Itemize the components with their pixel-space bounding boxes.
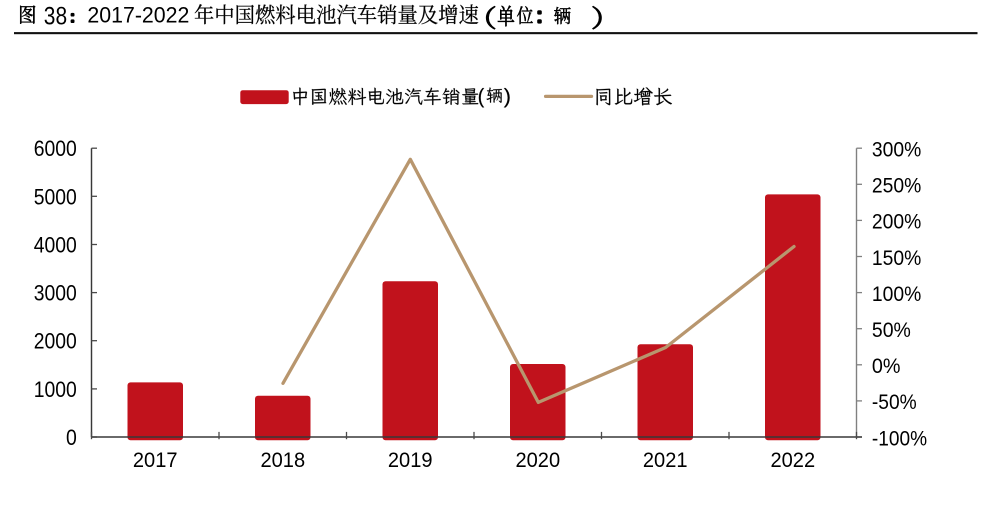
svg-text:2000: 2000 bbox=[34, 329, 77, 354]
svg-text:2021: 2021 bbox=[643, 447, 688, 472]
svg-text:250%: 250% bbox=[872, 173, 921, 198]
svg-text:1000: 1000 bbox=[34, 377, 77, 402]
svg-text:6000: 6000 bbox=[34, 136, 77, 161]
svg-text:2022: 2022 bbox=[771, 447, 816, 472]
svg-text:0: 0 bbox=[66, 425, 77, 450]
svg-text:38: 38 bbox=[44, 3, 67, 31]
svg-text:300%: 300% bbox=[872, 137, 921, 162]
svg-text:5000: 5000 bbox=[34, 184, 77, 209]
svg-text:3000: 3000 bbox=[34, 281, 77, 306]
svg-text:2017: 2017 bbox=[133, 447, 178, 472]
svg-text:0%: 0% bbox=[872, 353, 901, 378]
svg-text:200%: 200% bbox=[872, 209, 921, 234]
svg-text:2017-2022: 2017-2022 bbox=[87, 3, 189, 28]
svg-text:2020: 2020 bbox=[516, 447, 561, 472]
svg-text:-50%: -50% bbox=[872, 389, 917, 414]
svg-text:2018: 2018 bbox=[261, 447, 306, 472]
svg-text:-100%: -100% bbox=[872, 425, 927, 450]
svg-text:150%: 150% bbox=[872, 245, 921, 270]
svg-text:100%: 100% bbox=[872, 281, 921, 306]
svg-text:4000: 4000 bbox=[34, 233, 77, 258]
svg-text:2019: 2019 bbox=[388, 447, 433, 472]
svg-text:50%: 50% bbox=[872, 317, 911, 342]
